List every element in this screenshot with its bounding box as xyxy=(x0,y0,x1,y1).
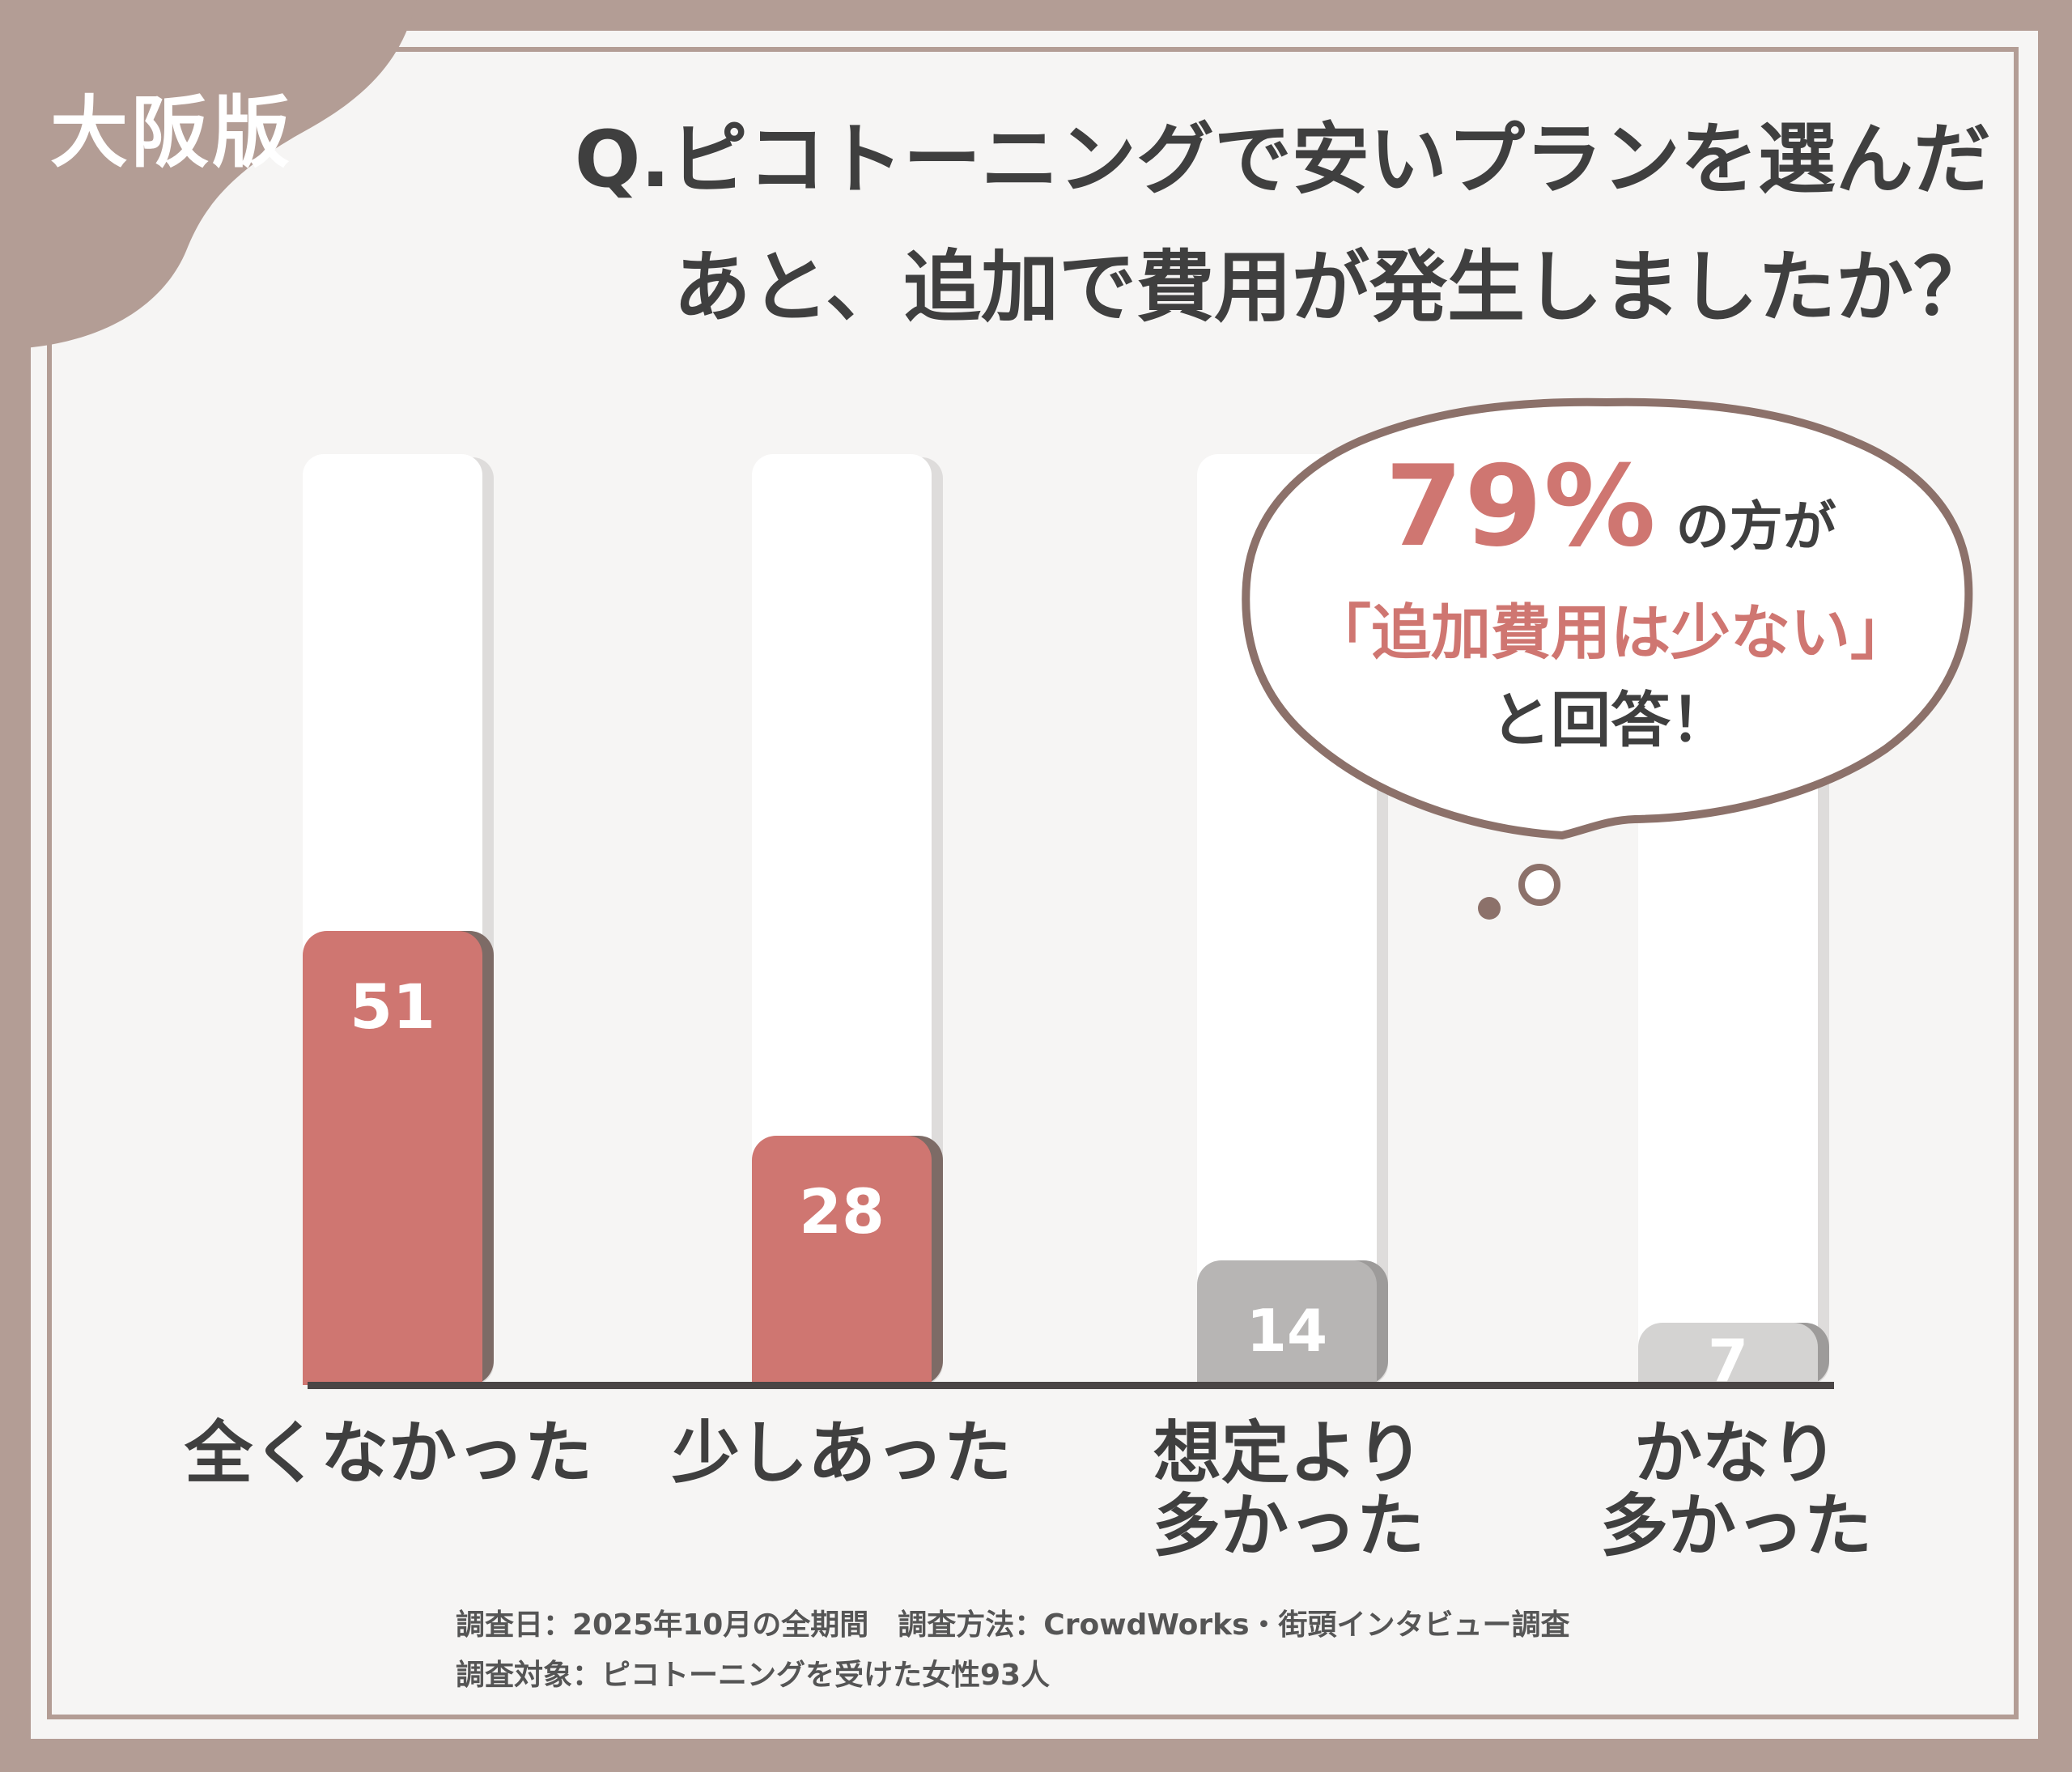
category-label-line: かなり xyxy=(1633,1413,1838,1493)
x-axis-line xyxy=(308,1382,1834,1389)
inner-frame xyxy=(47,47,2019,1719)
bar-base xyxy=(303,1353,482,1385)
category-label-line: 多かった xyxy=(1152,1486,1424,1566)
callout-percent: 79% xyxy=(1385,441,1658,572)
bar-base xyxy=(752,1353,932,1385)
title-line-1: Q.ピコトーニングで安いプランを選んだ xyxy=(574,114,1991,205)
callout-line-1: 79% の方が xyxy=(1250,441,1971,572)
question-title: Q.ピコトーニングで安いプランを選んだ あと、追加で費用が発生しましたか？ xyxy=(291,96,1991,351)
callout-answer: と回答！ xyxy=(1491,686,1730,755)
corner-blob xyxy=(0,0,417,348)
category-label-line: 多かった xyxy=(1599,1486,1872,1566)
bubble-dot-large xyxy=(1518,864,1560,906)
bar-base xyxy=(1638,1353,1818,1385)
category-label-line: 全くなかった xyxy=(184,1413,592,1493)
category-label-line: 想定より xyxy=(1153,1413,1424,1493)
title-line-2: あと、追加で費用が発生しましたか？ xyxy=(673,242,1991,333)
bar-2 xyxy=(752,1136,932,1387)
callout-suffix: の方が xyxy=(1675,495,1836,558)
category-label-1: 全くなかった xyxy=(162,1417,615,1489)
category-label-4: かなり 多かった xyxy=(1509,1417,1963,1562)
category-label-line: 少しあった xyxy=(671,1413,1012,1493)
footnote-survey-target: 調査対象：ピコトーニングを受けた女性93人 xyxy=(456,1659,1051,1692)
region-badge: 大阪版 xyxy=(50,87,293,178)
data-label-1: 51 xyxy=(350,971,435,1043)
bubble-dot-small xyxy=(1478,897,1501,920)
callout-quote: 「追加費用は少ない」 xyxy=(1311,598,1910,668)
data-label-3: 14 xyxy=(1246,1297,1327,1365)
bar-base xyxy=(1197,1353,1377,1385)
bar-1 xyxy=(303,931,482,1387)
category-label-3: 想定より 多かった xyxy=(1062,1417,1515,1562)
data-label-2: 28 xyxy=(799,1175,885,1247)
footnote-survey-date: 調査日：2025年10月の全期間 調査方法：CrowdWorks・街頭インタビュ… xyxy=(456,1608,1570,1642)
category-label-2: 少しあった xyxy=(615,1417,1068,1489)
